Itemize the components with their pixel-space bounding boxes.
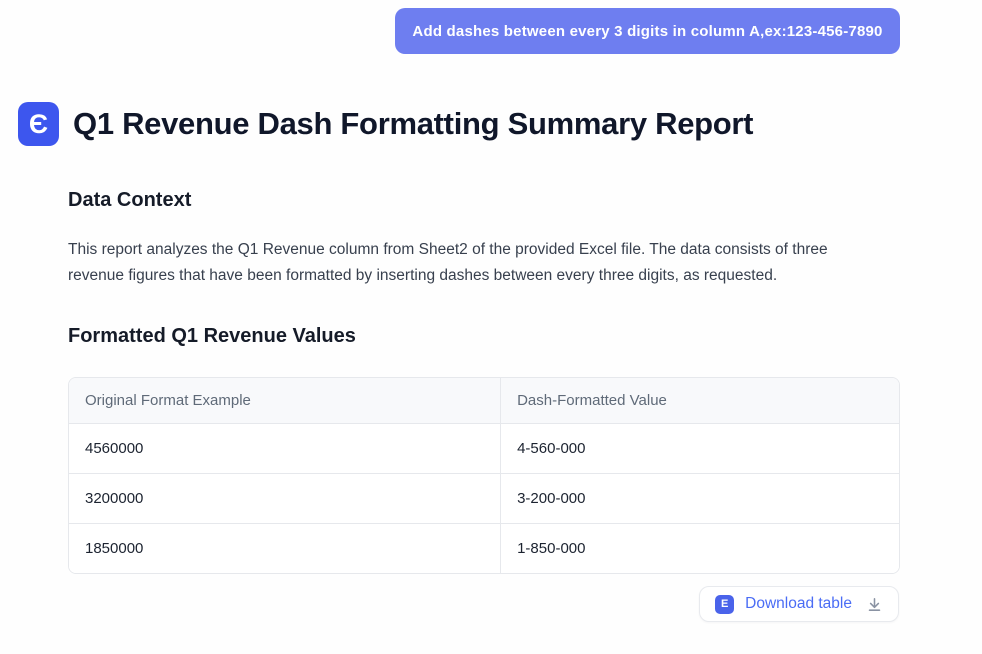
data-context-paragraph: This report analyzes the Q1 Revenue colu…: [68, 241, 828, 284]
download-table-button[interactable]: E Download table: [699, 586, 899, 622]
cell-original-value: 1850000: [69, 523, 502, 573]
excel-file-icon: E: [715, 594, 735, 614]
table-row: 1850000 1-850-000: [69, 523, 899, 573]
download-table-label: Download table: [745, 595, 852, 612]
revenue-table: Original Format Example Dash-Formatted V…: [68, 377, 900, 574]
cell-formatted-value: 1-850-000: [500, 523, 899, 573]
download-arrow-icon: [866, 596, 883, 613]
title-row: Є Q1 Revenue Dash Formatting Summary Rep…: [18, 102, 754, 146]
column-header-original-format: Original Format Example: [69, 378, 502, 424]
table-row: 3200000 3-200-000: [69, 473, 899, 524]
table-header-row: Original Format Example Dash-Formatted V…: [69, 378, 899, 424]
cell-formatted-value: 4-560-000: [500, 423, 899, 474]
formatted-values-heading: Formatted Q1 Revenue Values: [68, 325, 356, 347]
cell-original-value: 4560000: [69, 423, 502, 474]
prompt-banner-text: Add dashes between every 3 digits in col…: [412, 22, 883, 40]
cell-formatted-value: 3-200-000: [500, 473, 899, 524]
prompt-banner: Add dashes between every 3 digits in col…: [395, 8, 900, 54]
column-header-dash-formatted: Dash-Formatted Value: [500, 378, 899, 424]
excel-app-icon-glyph: Є: [28, 108, 49, 139]
excel-app-icon: Є: [18, 102, 59, 146]
data-context-heading: Data Context: [68, 189, 192, 211]
download-row: E Download table: [699, 586, 899, 622]
cell-original-value: 3200000: [69, 473, 502, 524]
table-row: 4560000 4-560-000: [69, 423, 899, 474]
page-title: Q1 Revenue Dash Formatting Summary Repor…: [73, 106, 754, 141]
excel-file-icon-glyph: E: [720, 598, 729, 610]
